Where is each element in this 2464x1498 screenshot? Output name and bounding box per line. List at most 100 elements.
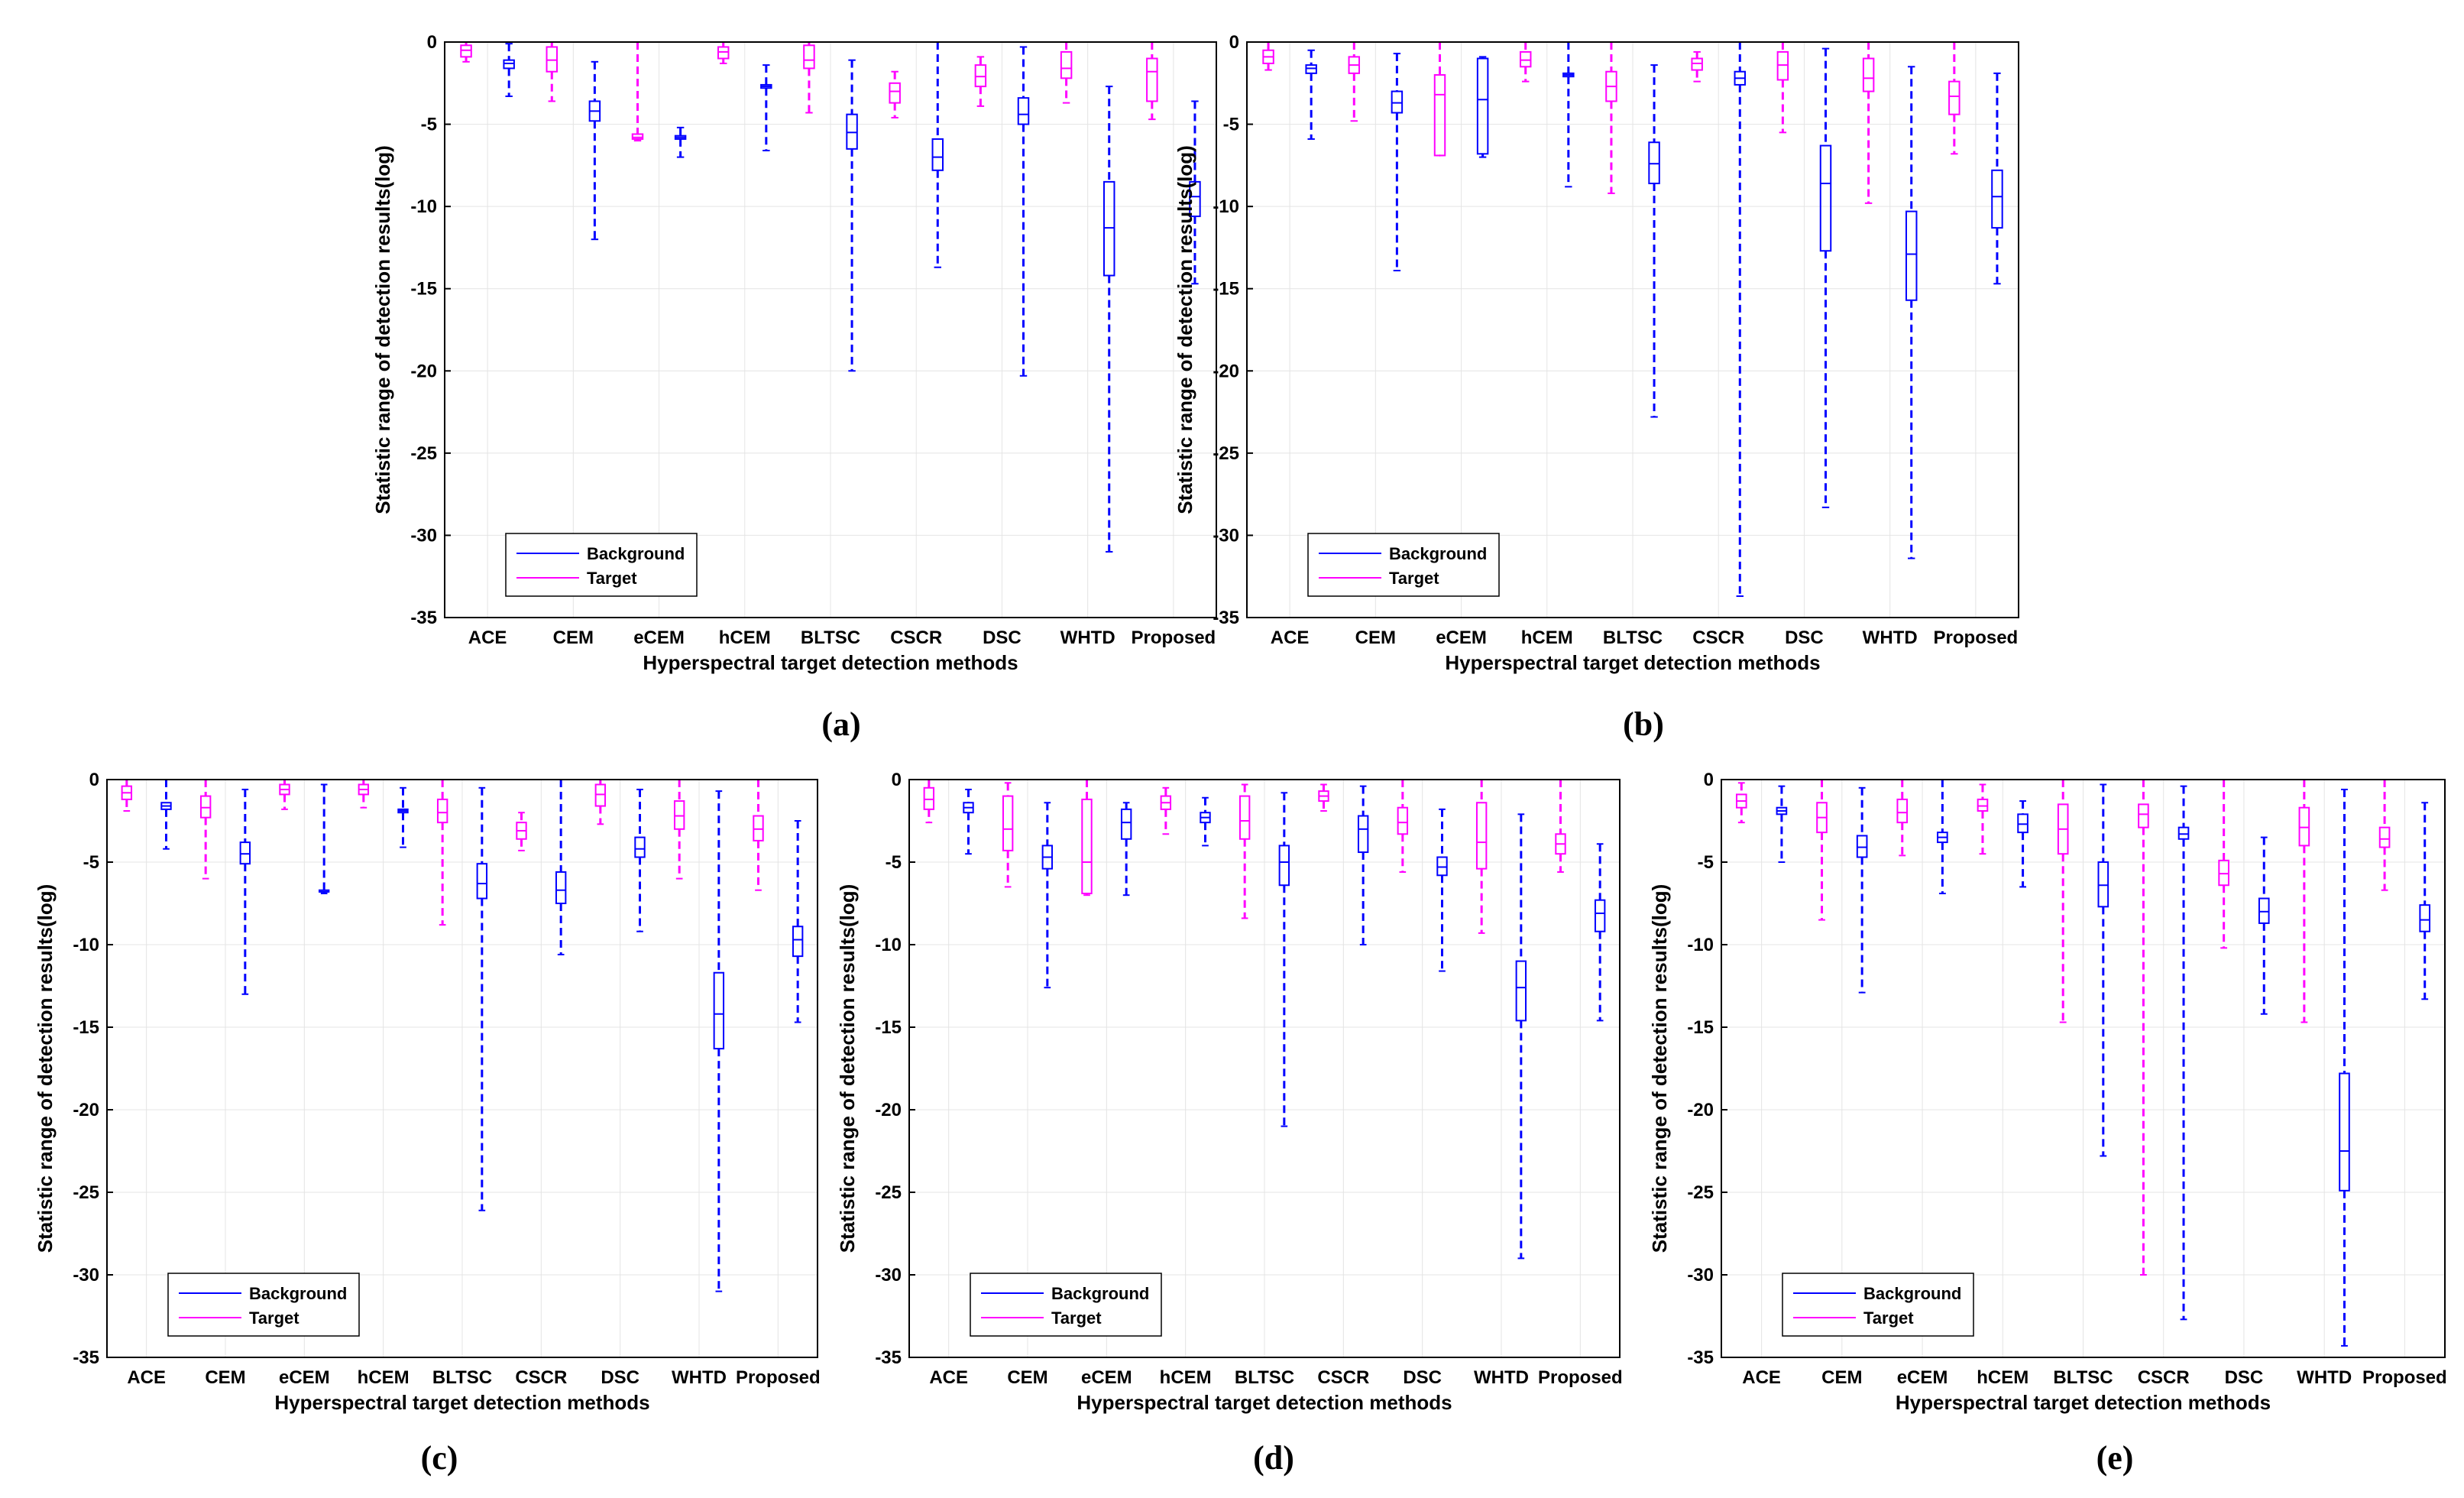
y-axis-label: Statistic range of detection results(log… bbox=[836, 884, 859, 1253]
background-box-dsc bbox=[634, 788, 646, 932]
iqr-box bbox=[1905, 210, 1918, 301]
panel-c: 0 -5 -10 -15 -20 -25 -30 -35 ACE CEM eCEM hCEM BLTSC… bbox=[34, 770, 821, 1477]
y-tick-label: -15 bbox=[875, 1017, 902, 1038]
x-axis-label: Hyperspectral target detection methods bbox=[643, 651, 1018, 674]
background-box-bltsc bbox=[1278, 792, 1290, 1127]
y-tick-label: -10 bbox=[73, 935, 99, 955]
iqr-box bbox=[792, 926, 804, 958]
x-tick-label: CEM bbox=[205, 1367, 245, 1388]
legend: Background Target bbox=[505, 533, 698, 597]
iqr-box bbox=[1819, 144, 1832, 252]
background-box-cem bbox=[1391, 53, 1404, 272]
iqr-box bbox=[1102, 180, 1115, 277]
x-axis-label: Hyperspectral target detection methods bbox=[274, 1391, 649, 1414]
target-box-cscr bbox=[516, 812, 527, 851]
legend-label-background: Background bbox=[249, 1284, 347, 1303]
axes-frame bbox=[1721, 779, 2446, 1358]
x-tick-label: CSCR bbox=[1317, 1367, 1369, 1388]
x-tick-label: Proposed bbox=[2362, 1367, 2447, 1388]
y-tick-label: -35 bbox=[875, 1347, 902, 1368]
background-box-dsc bbox=[2258, 836, 2270, 1015]
legend-box bbox=[1782, 1273, 1974, 1337]
y-tick-label: -35 bbox=[410, 608, 437, 628]
y-tick-label: -10 bbox=[1687, 935, 1714, 955]
legend-box bbox=[970, 1273, 1162, 1337]
iqr-box bbox=[555, 871, 567, 904]
x-tick-label: CEM bbox=[1355, 627, 1396, 648]
iqr-box bbox=[1476, 57, 1489, 155]
iqr-box bbox=[1017, 97, 1030, 125]
iqr-box bbox=[2298, 806, 2310, 847]
y-tick-label: -30 bbox=[875, 1265, 902, 1286]
axes-frame bbox=[908, 779, 1621, 1358]
background-box-proposed bbox=[1189, 100, 1201, 285]
background-box-ecem bbox=[674, 126, 687, 158]
iqr-box bbox=[931, 138, 944, 171]
legend-label-background: Background bbox=[1389, 544, 1487, 563]
iqr-box bbox=[631, 133, 644, 140]
iqr-box bbox=[634, 836, 646, 858]
y-tick-label: -20 bbox=[1213, 361, 1239, 381]
x-tick-label: DSC bbox=[2225, 1367, 2264, 1388]
x-axis-label: Hyperspectral target detection methods bbox=[1445, 651, 1820, 674]
y-tick-label: -15 bbox=[1687, 1017, 1714, 1038]
iqr-box bbox=[1475, 802, 1488, 870]
iqr-box bbox=[717, 46, 730, 60]
iqr-box bbox=[1856, 835, 1868, 858]
target-box-hcem bbox=[1160, 786, 1172, 835]
iqr-box bbox=[1776, 50, 1789, 81]
panel-d: 0 -5 -10 -15 -20 -25 -30 -35 ACE CEM eCEM hCEM BLTSC… bbox=[836, 770, 1623, 1477]
y-tick-label: -15 bbox=[1213, 279, 1239, 300]
y-tick-label: -35 bbox=[1687, 1347, 1714, 1368]
y-tick-label: 0 bbox=[427, 32, 437, 53]
background-box-whtd bbox=[1515, 813, 1527, 1260]
y-tick-label: -20 bbox=[1687, 1100, 1714, 1120]
background-box-cscr bbox=[2177, 785, 2190, 1321]
x-tick-label: eCEM bbox=[633, 627, 685, 648]
x-tick-label: CEM bbox=[553, 627, 594, 648]
y-tick-label: -10 bbox=[875, 935, 902, 955]
iqr-box bbox=[803, 44, 815, 70]
background-box-cscr bbox=[1357, 785, 1369, 945]
legend-label-background: Background bbox=[1051, 1284, 1149, 1303]
legend: Background Target bbox=[1307, 533, 1500, 597]
iqr-box bbox=[1002, 795, 1014, 851]
background-box-cem bbox=[1041, 802, 1054, 989]
target-box-proposed bbox=[1948, 41, 1961, 155]
target-box-hcem bbox=[1977, 783, 1989, 855]
y-tick-label: -30 bbox=[73, 1265, 99, 1286]
target-box-cscr bbox=[1691, 50, 1703, 83]
y-tick-label: 0 bbox=[89, 770, 99, 790]
y-axis-label: Statistic range of detection results(log… bbox=[1648, 884, 1671, 1253]
background-box-dsc bbox=[1819, 47, 1832, 508]
x-tick-label: DSC bbox=[601, 1367, 639, 1388]
x-tick-label: WHTD bbox=[1863, 627, 1918, 648]
iqr-box bbox=[1515, 960, 1527, 1022]
y-tick-label: -25 bbox=[410, 443, 437, 464]
legend: Background Target bbox=[970, 1273, 1162, 1337]
y-tick-label: -10 bbox=[1213, 196, 1239, 217]
background-box-ace bbox=[503, 43, 515, 97]
iqr-box bbox=[460, 44, 472, 58]
x-tick-label: hCEM bbox=[1160, 1367, 1212, 1388]
x-tick-label: hCEM bbox=[1521, 627, 1573, 648]
x-tick-label: Proposed bbox=[1132, 627, 1216, 648]
iqr-box bbox=[594, 783, 607, 807]
iqr-box bbox=[199, 795, 212, 819]
target-box-bltsc bbox=[436, 779, 448, 926]
legend-box bbox=[167, 1273, 360, 1337]
iqr-box bbox=[503, 59, 515, 70]
legend-label-target: Target bbox=[1863, 1308, 1914, 1328]
y-tick-label: -5 bbox=[1223, 115, 1239, 135]
x-tick-label: eCEM bbox=[1081, 1367, 1132, 1388]
iqr-box bbox=[1397, 806, 1409, 835]
target-box-whtd bbox=[673, 779, 685, 880]
target-box-dsc bbox=[974, 56, 987, 107]
x-tick-label: BLTSC bbox=[432, 1367, 492, 1388]
iqr-box bbox=[2258, 897, 2270, 924]
y-tick-label: -20 bbox=[73, 1100, 99, 1120]
legend-box bbox=[505, 533, 698, 597]
y-axis-label: Statistic range of detection results(log… bbox=[1174, 145, 1196, 514]
iqr-box bbox=[846, 113, 858, 150]
